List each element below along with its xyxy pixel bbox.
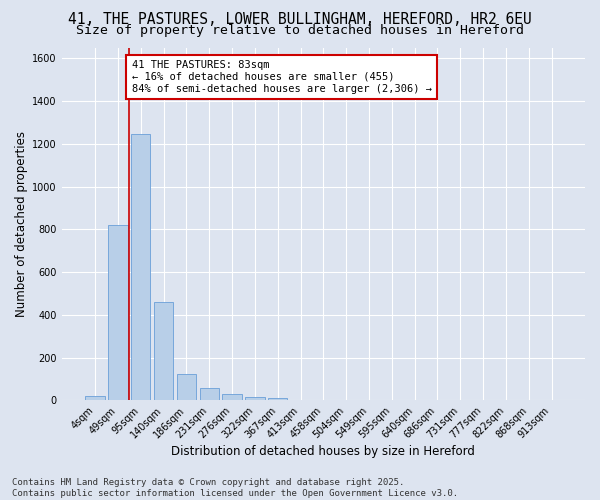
Bar: [177, 374, 196, 400]
Bar: [154, 302, 173, 400]
Bar: [223, 394, 242, 400]
Text: 41, THE PASTURES, LOWER BULLINGHAM, HEREFORD, HR2 6EU: 41, THE PASTURES, LOWER BULLINGHAM, HERE…: [68, 12, 532, 28]
Y-axis label: Number of detached properties: Number of detached properties: [15, 131, 28, 317]
Text: 41 THE PASTURES: 83sqm
← 16% of detached houses are smaller (455)
84% of semi-de: 41 THE PASTURES: 83sqm ← 16% of detached…: [131, 60, 431, 94]
X-axis label: Distribution of detached houses by size in Hereford: Distribution of detached houses by size …: [172, 444, 475, 458]
Text: Contains HM Land Registry data © Crown copyright and database right 2025.
Contai: Contains HM Land Registry data © Crown c…: [12, 478, 458, 498]
Bar: [268, 398, 287, 400]
Bar: [200, 388, 219, 400]
Bar: [245, 396, 265, 400]
Text: Size of property relative to detached houses in Hereford: Size of property relative to detached ho…: [76, 24, 524, 37]
Bar: [108, 225, 128, 400]
Bar: [85, 396, 105, 400]
Bar: [131, 134, 151, 400]
